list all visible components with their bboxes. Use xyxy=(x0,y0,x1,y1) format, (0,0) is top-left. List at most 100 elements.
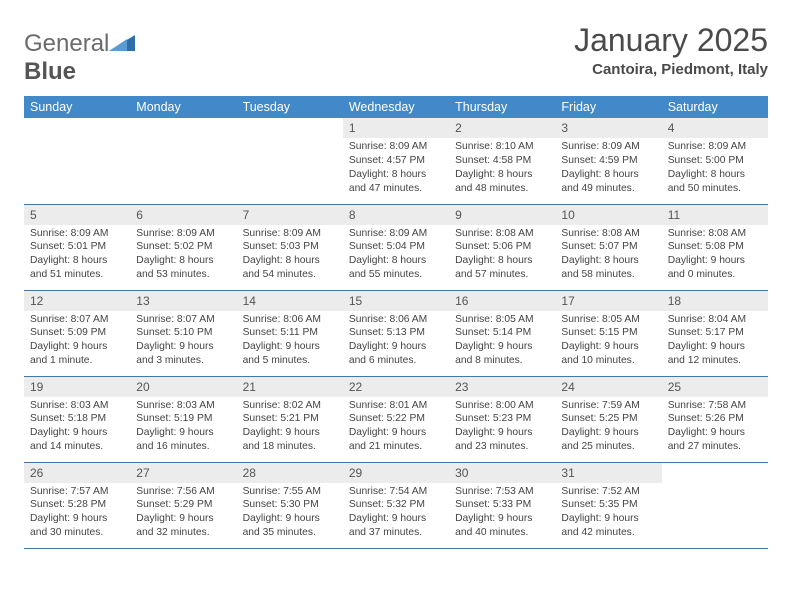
day-details: Sunrise: 8:09 AMSunset: 5:04 PMDaylight:… xyxy=(343,225,449,287)
calendar-cell: 2Sunrise: 8:10 AMSunset: 4:58 PMDaylight… xyxy=(449,118,555,204)
calendar-row: 19Sunrise: 8:03 AMSunset: 5:18 PMDayligh… xyxy=(24,376,768,462)
day-details: Sunrise: 8:07 AMSunset: 5:09 PMDaylight:… xyxy=(24,311,130,373)
logo-part2: Blue xyxy=(24,58,76,85)
day-details: Sunrise: 7:54 AMSunset: 5:32 PMDaylight:… xyxy=(343,483,449,545)
day-number: 14 xyxy=(237,291,343,311)
day-details: Sunrise: 8:09 AMSunset: 5:03 PMDaylight:… xyxy=(237,225,343,287)
day-details: Sunrise: 8:09 AMSunset: 5:01 PMDaylight:… xyxy=(24,225,130,287)
calendar-cell: 9Sunrise: 8:08 AMSunset: 5:06 PMDaylight… xyxy=(449,204,555,290)
calendar-cell: 23Sunrise: 8:00 AMSunset: 5:23 PMDayligh… xyxy=(449,376,555,462)
header: General Blue January 2025 Cantoira, Pied… xyxy=(24,22,768,86)
day-number: 4 xyxy=(662,118,768,138)
day-details: Sunrise: 8:08 AMSunset: 5:08 PMDaylight:… xyxy=(662,225,768,287)
calendar-cell: 25Sunrise: 7:58 AMSunset: 5:26 PMDayligh… xyxy=(662,376,768,462)
day-number: 17 xyxy=(555,291,661,311)
day-details: Sunrise: 8:06 AMSunset: 5:11 PMDaylight:… xyxy=(237,311,343,373)
month-title: January 2025 xyxy=(574,22,768,59)
weekday-header: Monday xyxy=(130,96,236,118)
calendar-cell: 28Sunrise: 7:55 AMSunset: 5:30 PMDayligh… xyxy=(237,462,343,548)
day-details: Sunrise: 7:57 AMSunset: 5:28 PMDaylight:… xyxy=(24,483,130,545)
day-number: 6 xyxy=(130,205,236,225)
logo: General Blue xyxy=(24,30,135,86)
day-details: Sunrise: 8:07 AMSunset: 5:10 PMDaylight:… xyxy=(130,311,236,373)
day-number: 13 xyxy=(130,291,236,311)
calendar-row: 1Sunrise: 8:09 AMSunset: 4:57 PMDaylight… xyxy=(24,118,768,204)
calendar-cell: 10Sunrise: 8:08 AMSunset: 5:07 PMDayligh… xyxy=(555,204,661,290)
calendar-cell: 22Sunrise: 8:01 AMSunset: 5:22 PMDayligh… xyxy=(343,376,449,462)
calendar-cell: 17Sunrise: 8:05 AMSunset: 5:15 PMDayligh… xyxy=(555,290,661,376)
day-number: 10 xyxy=(555,205,661,225)
calendar-cell: 29Sunrise: 7:54 AMSunset: 5:32 PMDayligh… xyxy=(343,462,449,548)
day-number: 18 xyxy=(662,291,768,311)
calendar-cell: 27Sunrise: 7:56 AMSunset: 5:29 PMDayligh… xyxy=(130,462,236,548)
calendar-cell: 6Sunrise: 8:09 AMSunset: 5:02 PMDaylight… xyxy=(130,204,236,290)
day-number: 1 xyxy=(343,118,449,138)
location: Cantoira, Piedmont, Italy xyxy=(574,61,768,78)
calendar-body: 1Sunrise: 8:09 AMSunset: 4:57 PMDaylight… xyxy=(24,118,768,548)
calendar-cell: 18Sunrise: 8:04 AMSunset: 5:17 PMDayligh… xyxy=(662,290,768,376)
calendar-row: 12Sunrise: 8:07 AMSunset: 5:09 PMDayligh… xyxy=(24,290,768,376)
day-number: 7 xyxy=(237,205,343,225)
calendar-cell: 20Sunrise: 8:03 AMSunset: 5:19 PMDayligh… xyxy=(130,376,236,462)
day-number: 31 xyxy=(555,463,661,483)
calendar-cell: 31Sunrise: 7:52 AMSunset: 5:35 PMDayligh… xyxy=(555,462,661,548)
calendar-cell: 12Sunrise: 8:07 AMSunset: 5:09 PMDayligh… xyxy=(24,290,130,376)
day-number: 24 xyxy=(555,377,661,397)
calendar-cell: 30Sunrise: 7:53 AMSunset: 5:33 PMDayligh… xyxy=(449,462,555,548)
day-details: Sunrise: 8:08 AMSunset: 5:06 PMDaylight:… xyxy=(449,225,555,287)
day-number: 20 xyxy=(130,377,236,397)
day-details: Sunrise: 7:55 AMSunset: 5:30 PMDaylight:… xyxy=(237,483,343,545)
day-details: Sunrise: 7:53 AMSunset: 5:33 PMDaylight:… xyxy=(449,483,555,545)
weekday-header: Saturday xyxy=(662,96,768,118)
day-details: Sunrise: 7:52 AMSunset: 5:35 PMDaylight:… xyxy=(555,483,661,545)
day-details: Sunrise: 8:08 AMSunset: 5:07 PMDaylight:… xyxy=(555,225,661,287)
calendar-cell: 11Sunrise: 8:08 AMSunset: 5:08 PMDayligh… xyxy=(662,204,768,290)
day-details: Sunrise: 8:09 AMSunset: 5:00 PMDaylight:… xyxy=(662,138,768,200)
calendar-table: SundayMondayTuesdayWednesdayThursdayFrid… xyxy=(24,96,768,549)
weekday-header: Tuesday xyxy=(237,96,343,118)
day-details: Sunrise: 7:59 AMSunset: 5:25 PMDaylight:… xyxy=(555,397,661,459)
calendar-cell: 4Sunrise: 8:09 AMSunset: 5:00 PMDaylight… xyxy=(662,118,768,204)
day-number: 5 xyxy=(24,205,130,225)
day-details: Sunrise: 8:05 AMSunset: 5:15 PMDaylight:… xyxy=(555,311,661,373)
calendar-cell xyxy=(130,118,236,204)
day-number: 2 xyxy=(449,118,555,138)
calendar-cell: 7Sunrise: 8:09 AMSunset: 5:03 PMDaylight… xyxy=(237,204,343,290)
calendar-cell: 8Sunrise: 8:09 AMSunset: 5:04 PMDaylight… xyxy=(343,204,449,290)
logo-icon xyxy=(109,33,135,51)
day-number: 3 xyxy=(555,118,661,138)
day-number: 8 xyxy=(343,205,449,225)
day-details: Sunrise: 7:56 AMSunset: 5:29 PMDaylight:… xyxy=(130,483,236,545)
weekday-header: Wednesday xyxy=(343,96,449,118)
day-number: 27 xyxy=(130,463,236,483)
day-number: 25 xyxy=(662,377,768,397)
day-details: Sunrise: 8:02 AMSunset: 5:21 PMDaylight:… xyxy=(237,397,343,459)
logo-part1: General xyxy=(24,30,109,57)
calendar-cell: 16Sunrise: 8:05 AMSunset: 5:14 PMDayligh… xyxy=(449,290,555,376)
weekday-header: Sunday xyxy=(24,96,130,118)
calendar-cell: 14Sunrise: 8:06 AMSunset: 5:11 PMDayligh… xyxy=(237,290,343,376)
day-number: 26 xyxy=(24,463,130,483)
day-details: Sunrise: 8:04 AMSunset: 5:17 PMDaylight:… xyxy=(662,311,768,373)
calendar-cell xyxy=(237,118,343,204)
calendar-cell: 24Sunrise: 7:59 AMSunset: 5:25 PMDayligh… xyxy=(555,376,661,462)
calendar-row: 26Sunrise: 7:57 AMSunset: 5:28 PMDayligh… xyxy=(24,462,768,548)
calendar-cell: 21Sunrise: 8:02 AMSunset: 5:21 PMDayligh… xyxy=(237,376,343,462)
day-number: 30 xyxy=(449,463,555,483)
day-details: Sunrise: 8:01 AMSunset: 5:22 PMDaylight:… xyxy=(343,397,449,459)
day-details: Sunrise: 8:03 AMSunset: 5:18 PMDaylight:… xyxy=(24,397,130,459)
day-details: Sunrise: 8:10 AMSunset: 4:58 PMDaylight:… xyxy=(449,138,555,200)
day-number: 15 xyxy=(343,291,449,311)
day-details: Sunrise: 8:03 AMSunset: 5:19 PMDaylight:… xyxy=(130,397,236,459)
calendar-cell: 5Sunrise: 8:09 AMSunset: 5:01 PMDaylight… xyxy=(24,204,130,290)
weekday-header: Thursday xyxy=(449,96,555,118)
calendar-cell: 15Sunrise: 8:06 AMSunset: 5:13 PMDayligh… xyxy=(343,290,449,376)
day-number: 19 xyxy=(24,377,130,397)
day-number: 22 xyxy=(343,377,449,397)
day-number: 28 xyxy=(237,463,343,483)
day-details: Sunrise: 7:58 AMSunset: 5:26 PMDaylight:… xyxy=(662,397,768,459)
day-details: Sunrise: 8:09 AMSunset: 4:59 PMDaylight:… xyxy=(555,138,661,200)
calendar-page: General Blue January 2025 Cantoira, Pied… xyxy=(0,0,792,549)
calendar-cell: 3Sunrise: 8:09 AMSunset: 4:59 PMDaylight… xyxy=(555,118,661,204)
logo-text: General Blue xyxy=(24,30,135,86)
